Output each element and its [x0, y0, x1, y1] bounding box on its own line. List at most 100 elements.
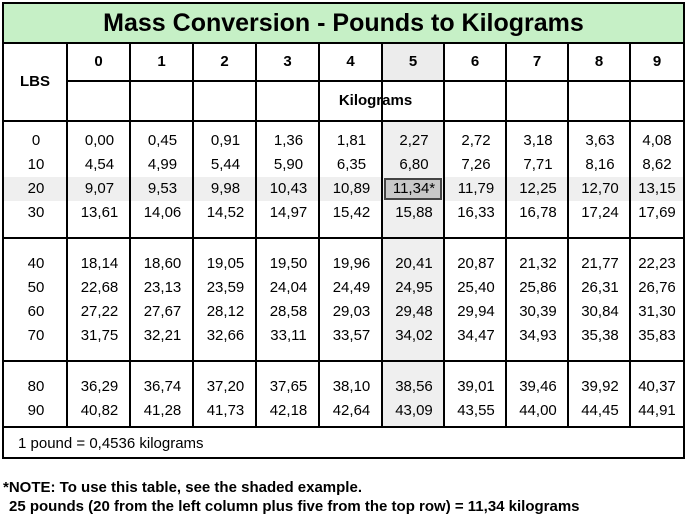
column-header: 6 — [445, 44, 507, 82]
conversion-table: Mass Conversion - Pounds to Kilograms LB… — [2, 2, 685, 459]
table-cell: 6,35 — [336, 156, 367, 173]
table-cell: 26,31 — [581, 279, 619, 296]
table-cell: 6,80 — [399, 156, 429, 173]
table-cell: 33,11 — [270, 327, 307, 344]
grid-line — [129, 44, 131, 428]
table-cell: 34,93 — [519, 327, 557, 344]
table-cell: 3,63 — [585, 132, 615, 149]
grid-line — [66, 122, 68, 428]
table-cell: 26,76 — [638, 279, 676, 296]
table-cell: 0,91 — [210, 132, 241, 149]
table-cell: 23,59 — [206, 279, 245, 296]
table-cell: 4,99 — [147, 156, 178, 173]
table-cell: 24,49 — [332, 279, 371, 296]
table-cell: 5,90 — [273, 156, 304, 173]
table-cell: 35,38 — [581, 327, 619, 344]
table-cell: 10,89 — [332, 180, 371, 197]
note-line-2: 25 pounds (20 from the left column plus … — [9, 498, 580, 515]
table-cell: 25,86 — [519, 279, 557, 296]
column-header: 9 — [631, 44, 683, 82]
kilograms-header: Kilograms — [68, 82, 683, 122]
row-label: 20 — [27, 180, 45, 197]
table-cell: 17,69 — [638, 204, 676, 221]
table-cell: 41,28 — [143, 402, 182, 419]
shaded-row — [4, 177, 683, 201]
table-cell: 3,18 — [523, 132, 553, 149]
table-cell: 9,98 — [210, 180, 241, 197]
table-cell: 31,30 — [638, 303, 676, 320]
table-cell: 24,04 — [269, 279, 308, 296]
table-cell: 0,45 — [147, 132, 178, 149]
table-cell: 33,57 — [332, 327, 371, 344]
table-cell: 14,06 — [143, 204, 182, 221]
table-cell: 29,94 — [457, 303, 495, 320]
table-cell: 34,02 — [395, 327, 433, 344]
table-cell: 7,71 — [523, 156, 553, 173]
table-cell: 10,43 — [269, 180, 308, 197]
grid-line — [4, 360, 683, 362]
table-cell: 28,12 — [206, 303, 245, 320]
table-cell: 43,09 — [395, 402, 433, 419]
grid-line — [505, 44, 507, 428]
table-cell: 34,47 — [457, 327, 495, 344]
row-label: 70 — [27, 327, 45, 344]
column-header: 2 — [194, 44, 257, 82]
table-cell: 37,20 — [206, 378, 245, 395]
table-cell: 11,34* — [392, 180, 436, 197]
table-cell: 18,60 — [143, 255, 182, 272]
table-cell: 28,58 — [269, 303, 308, 320]
table-cell: 40,37 — [638, 378, 676, 395]
row-label: 40 — [27, 255, 45, 272]
column-header: 0 — [68, 44, 131, 82]
column-header: 5 — [383, 44, 445, 82]
table-cell: 32,66 — [206, 327, 245, 344]
shaded-column — [383, 122, 445, 428]
table-cell: 40,82 — [80, 402, 119, 419]
table-cell: 29,03 — [332, 303, 371, 320]
table-cell: 42,18 — [269, 402, 308, 419]
table-cell: 29,48 — [395, 303, 433, 320]
column-header: 8 — [569, 44, 631, 82]
table-cell: 39,92 — [581, 378, 619, 395]
table-cell: 18,14 — [80, 255, 119, 272]
table-cell: 12,25 — [519, 180, 557, 197]
grid-line — [192, 44, 194, 428]
table-cell: 20,87 — [457, 255, 495, 272]
table-cell: 4,08 — [642, 132, 672, 149]
table-cell: 1,36 — [273, 132, 304, 149]
table-cell: 21,77 — [581, 255, 619, 272]
table-cell: 41,73 — [206, 402, 245, 419]
table-cell: 1,81 — [336, 132, 367, 149]
table-cell: 36,29 — [80, 378, 119, 395]
grid-line — [629, 44, 631, 428]
table-cell: 20,41 — [395, 255, 433, 272]
column-header: 1 — [131, 44, 194, 82]
table-cell: 42,64 — [332, 402, 371, 419]
table-cell: 27,67 — [143, 303, 182, 320]
table-cell: 39,01 — [457, 378, 495, 395]
row-label: 30 — [27, 204, 45, 221]
table-cell: 44,45 — [581, 402, 619, 419]
table-cell: 15,88 — [395, 204, 433, 221]
table-title: Mass Conversion - Pounds to Kilograms — [4, 4, 683, 44]
grid-line — [567, 44, 569, 428]
table-cell: 24,95 — [395, 279, 433, 296]
table-cell: 39,46 — [519, 378, 557, 395]
grid-line — [4, 426, 683, 428]
table-cell: 8,62 — [642, 156, 672, 173]
table-cell: 38,10 — [332, 378, 371, 395]
table-cell: 27,22 — [80, 303, 119, 320]
table-cell: 9,53 — [147, 180, 178, 197]
table-cell: 14,52 — [206, 204, 245, 221]
table-cell: 21,32 — [519, 255, 557, 272]
table-cell: 12,70 — [581, 180, 619, 197]
table-cell: 38,56 — [395, 378, 433, 395]
table-cell: 37,65 — [269, 378, 308, 395]
table-cell: 13,61 — [80, 204, 119, 221]
grid-line — [381, 44, 383, 428]
table-cell: 35,83 — [638, 327, 676, 344]
grid-line — [318, 44, 320, 428]
column-header: 4 — [320, 44, 383, 82]
table-cell: 15,42 — [332, 204, 371, 221]
table-cell: 16,33 — [457, 204, 495, 221]
